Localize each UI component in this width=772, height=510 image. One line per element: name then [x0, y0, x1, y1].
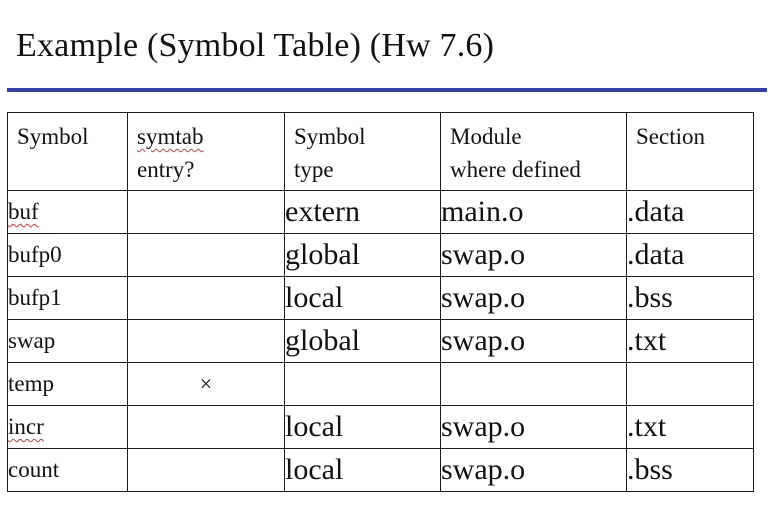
table-header-row: Symbol symtab entry? Symbol type Module whe… — [7, 112, 754, 191]
symbol-type-cell: local — [284, 448, 441, 492]
symbol-type-cell-text: extern — [285, 195, 360, 228]
symtab-entry-cell — [127, 448, 285, 492]
section-cell-text: .bss — [627, 281, 673, 314]
header-entry-line1: symtab — [137, 124, 204, 149]
module-cell: swap.o — [440, 448, 627, 492]
symbol-type-cell: local — [284, 405, 441, 449]
symtab-entry-cell — [127, 233, 285, 277]
symtab-entry-cell — [127, 276, 285, 320]
symbol-cell: bufp1 — [7, 276, 128, 320]
symbol-type-cell-text: local — [285, 281, 344, 314]
title-divider — [7, 88, 767, 92]
symbol-cell: temp — [7, 362, 128, 406]
section-cell: .data — [626, 190, 754, 234]
module-cell-text: main.o — [441, 195, 524, 228]
module-cell: swap.o — [440, 319, 627, 363]
symtab-entry-cell: × — [127, 362, 285, 406]
section-cell-text: .data — [627, 238, 685, 271]
module-cell: main.o — [440, 190, 627, 234]
symbol-cell: count — [7, 448, 128, 492]
table-body: buf extern main.o .data bufp0 global swap.o .da… — [7, 190, 754, 492]
section-cell-text: .txt — [627, 324, 667, 357]
section-cell: .txt — [626, 405, 754, 449]
symbol-cell-text: swap — [8, 328, 56, 353]
header-symbol-type: Symbol type — [284, 112, 441, 191]
section-cell: .data — [626, 233, 754, 277]
header-section-label: Section — [636, 124, 705, 149]
symtab-entry-cell — [127, 319, 285, 363]
slide-title: Example (Symbol Table) (Hw 7.6) — [16, 27, 495, 64]
section-cell: .bss — [626, 448, 754, 492]
symtab-entry-cell-text: × — [199, 371, 213, 396]
module-cell: swap.o — [440, 276, 627, 320]
header-module-line2: where defined — [450, 157, 581, 182]
table-row: bufp0 global swap.o .data — [7, 233, 754, 277]
symbol-cell-text: bufp0 — [8, 242, 62, 267]
symbol-cell-text: count — [8, 457, 60, 482]
module-cell-text: swap.o — [441, 281, 526, 314]
symtab-entry-cell — [127, 190, 285, 234]
header-module-line1: Module — [450, 124, 522, 149]
module-cell-text: swap.o — [441, 453, 526, 486]
header-symtab-entry: symtab entry? — [127, 112, 285, 191]
module-cell-text: swap.o — [441, 238, 526, 271]
section-cell-text: .txt — [627, 410, 667, 443]
header-module: Module where defined — [440, 112, 627, 191]
symbol-cell-text: incr — [8, 414, 44, 439]
section-cell: .txt — [626, 319, 754, 363]
table-row: buf extern main.o .data — [7, 190, 754, 234]
symbol-type-cell-text: global — [285, 324, 361, 357]
symbol-cell: swap — [7, 319, 128, 363]
header-type-line2: type — [294, 157, 334, 182]
symtab-entry-cell — [127, 405, 285, 449]
table-row: bufp1 local swap.o .bss — [7, 276, 754, 320]
section-cell-text: .bss — [627, 453, 673, 486]
symbol-cell: bufp0 — [7, 233, 128, 277]
section-cell-text: .data — [627, 195, 685, 228]
symbol-cell-text: bufp1 — [8, 285, 62, 310]
table-row: count local swap.o .bss — [7, 448, 754, 492]
section-cell — [626, 362, 754, 406]
module-cell: swap.o — [440, 233, 627, 277]
symbol-type-cell: global — [284, 319, 441, 363]
symbol-type-cell-text: global — [285, 238, 361, 271]
symbol-type-cell-text: local — [285, 453, 344, 486]
symbol-type-cell-text: local — [285, 410, 344, 443]
table-row: swap global swap.o .txt — [7, 319, 754, 363]
table-row: temp × — [7, 362, 754, 406]
header-symbol-label: Symbol — [17, 124, 89, 149]
header-type-line1: Symbol — [294, 124, 366, 149]
header-section: Section — [626, 112, 754, 191]
module-cell-text: swap.o — [441, 324, 526, 357]
symbol-type-cell: global — [284, 233, 441, 277]
symbol-type-cell — [284, 362, 441, 406]
header-entry-line2: entry? — [137, 157, 195, 182]
symbol-type-cell: local — [284, 276, 441, 320]
module-cell: swap.o — [440, 405, 627, 449]
symbol-cell: buf — [7, 190, 128, 234]
module-cell — [440, 362, 627, 406]
symbol-cell: incr — [7, 405, 128, 449]
symbol-type-cell: extern — [284, 190, 441, 234]
header-symbol: Symbol — [7, 112, 128, 191]
symbol-table: Symbol symtab entry? Symbol type Module whe… — [7, 112, 754, 492]
section-cell: .bss — [626, 276, 754, 320]
table-row: incr local swap.o .txt — [7, 405, 754, 449]
symbol-cell-text: buf — [8, 199, 39, 224]
module-cell-text: swap.o — [441, 410, 526, 443]
symbol-cell-text: temp — [8, 371, 55, 396]
